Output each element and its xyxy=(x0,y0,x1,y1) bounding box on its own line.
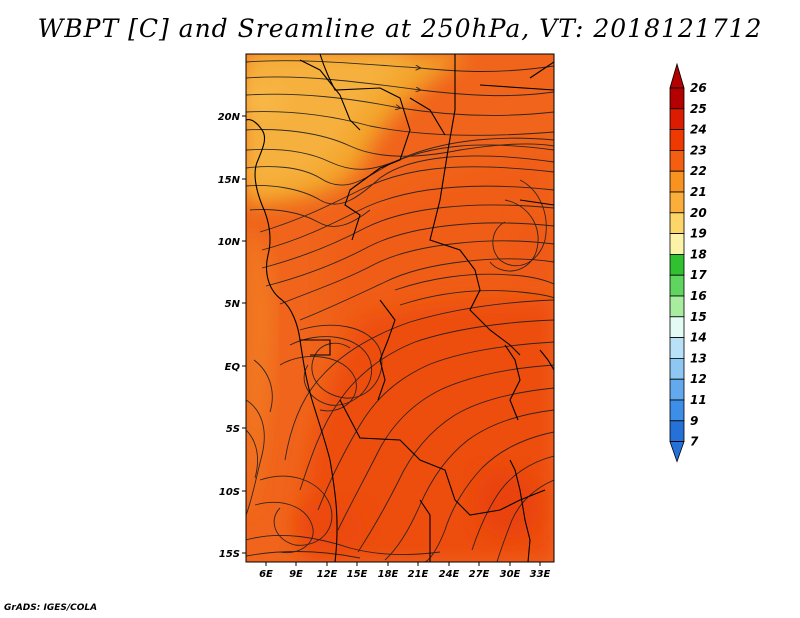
lon-tick-label: 27E xyxy=(469,569,490,580)
lat-axis: 20N 15N 10N 5N EQ 5S 10S 15S xyxy=(218,112,246,560)
colorbar-label: 18 xyxy=(690,247,707,261)
lon-tick-label: 9E xyxy=(289,569,303,580)
colorbar-swatch xyxy=(669,316,685,338)
lat-tick-label: 5S xyxy=(226,424,240,435)
colorbar-swatch xyxy=(669,191,685,214)
colorbar-swatch xyxy=(669,233,685,255)
colorbar-label: 25 xyxy=(690,102,707,116)
colorbar-swatch xyxy=(669,87,685,110)
colorbar-label: 20 xyxy=(690,206,707,220)
colorbar: 26 25 24 23 22 21 20 19 18 17 16 15 14 13 12 11 9 7 xyxy=(669,62,707,463)
colorbar-bottom-arrow xyxy=(669,441,685,463)
colorbar-label: 21 xyxy=(690,185,707,199)
lon-tick-label: 30E xyxy=(500,569,521,580)
lat-tick-label: 15N xyxy=(218,175,241,186)
colorbar-swatch xyxy=(669,295,685,318)
lat-tick-label: 20N xyxy=(218,112,241,123)
lat-tick-label: 5N xyxy=(225,299,241,310)
colorbar-label: 26 xyxy=(690,81,707,95)
colorbar-swatch xyxy=(669,253,685,276)
colorbar-swatch xyxy=(669,129,685,151)
colorbar-label: 7 xyxy=(690,435,699,449)
lat-tick-label: 10S xyxy=(219,487,240,498)
colorbar-swatch xyxy=(669,420,685,442)
colorbar-label: 22 xyxy=(690,164,707,178)
credit-label: GrADS: IGES/COLA xyxy=(4,603,98,613)
lon-tick-label: 15E xyxy=(347,569,368,580)
colorbar-label: 9 xyxy=(690,414,698,428)
colorbar-label: 23 xyxy=(690,143,707,157)
lon-axis: 6E 9E 12E 15E 18E 21E 24E 27E 30E 33E xyxy=(259,562,551,580)
lon-tick-label: 21E xyxy=(408,569,429,580)
lon-tick-label: 12E xyxy=(317,569,338,580)
colorbar-swatch xyxy=(669,212,685,235)
lon-tick-label: 6E xyxy=(259,569,273,580)
colorbar-label: 24 xyxy=(690,123,707,137)
colorbar-label: 12 xyxy=(690,372,707,386)
lat-tick-label: 15S xyxy=(219,549,240,560)
lon-tick-label: 24E xyxy=(439,569,460,580)
colorbar-swatch xyxy=(669,399,685,422)
colorbar-label: 19 xyxy=(690,227,707,241)
country-borders xyxy=(246,54,554,562)
lat-tick-label: EQ xyxy=(225,362,241,373)
colorbar-label: 13 xyxy=(690,351,707,365)
colorbar-swatch xyxy=(669,357,685,380)
colorbar-swatch xyxy=(669,149,685,172)
colorbar-label: 17 xyxy=(690,268,707,282)
colorbar-label: 14 xyxy=(690,331,707,345)
colorbar-swatch xyxy=(669,274,685,297)
colorbar-swatch xyxy=(669,378,685,401)
wbpt-shading xyxy=(246,54,554,562)
colorbar-label: 15 xyxy=(690,310,707,324)
chart-title: WBPT [C] and Sreamline at 250hPa, VT: 20… xyxy=(37,14,763,43)
colorbar-label: 11 xyxy=(690,393,707,407)
lon-tick-label: 33E xyxy=(530,569,551,580)
colorbar-label: 16 xyxy=(690,289,707,303)
lon-tick-label: 18E xyxy=(378,569,399,580)
lat-tick-label: 10N xyxy=(218,237,241,248)
colorbar-swatch xyxy=(669,337,685,359)
colorbar-swatch xyxy=(669,170,685,193)
colorbar-swatch xyxy=(669,108,685,131)
colorbar-top-arrow xyxy=(669,62,685,89)
map-frame xyxy=(245,53,555,563)
